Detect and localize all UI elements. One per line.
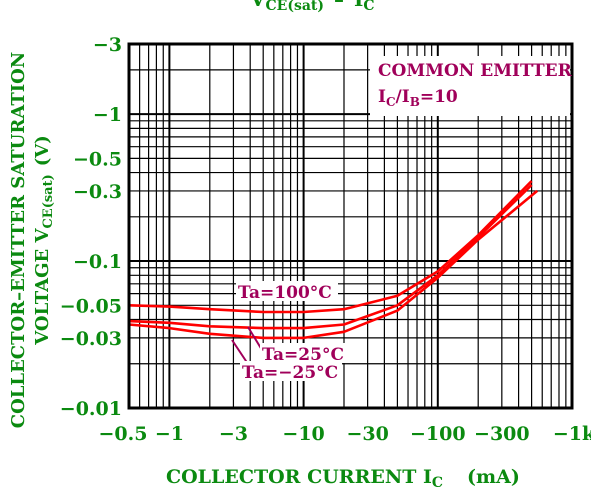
x-tick-label: −10 bbox=[282, 423, 324, 445]
x-tick-label: −30 bbox=[346, 423, 388, 445]
y-axis-label: COLLECTOR–EMITTER SATURATION VOLTAGE VCE… bbox=[8, 52, 56, 429]
x-tick-labels: −0.5 −1 −3 −10 −30 −100 −300 −1k bbox=[99, 423, 591, 445]
y-tick-label: −0.01 bbox=[60, 398, 122, 420]
y-axis-label-line2: VOLTAGE VCE(sat)(V) bbox=[32, 135, 56, 346]
series-label-bg bbox=[240, 361, 342, 381]
y-tick-label: −0.5 bbox=[73, 148, 122, 170]
x-tick-label: −1k bbox=[553, 423, 591, 445]
series-label-2: Ta=−25°C bbox=[242, 363, 338, 383]
y-tick-label: −1 bbox=[93, 104, 122, 126]
annotation-box bbox=[370, 56, 570, 116]
series-line-0 bbox=[128, 180, 533, 314]
x-axis-label: COLLECTOR CURRENT IC (mA) bbox=[166, 466, 520, 491]
series-line-2 bbox=[128, 189, 539, 340]
x-tick-label: −100 bbox=[410, 423, 466, 445]
y-tick-label: −0.1 bbox=[73, 251, 122, 273]
series-label-bg bbox=[260, 343, 350, 363]
y-tick-label: −0.05 bbox=[60, 295, 122, 317]
x-tick-label: −300 bbox=[474, 423, 530, 445]
y-axis-label-line1: COLLECTOR–EMITTER SATURATION bbox=[8, 52, 29, 429]
y-tick-label: −0.03 bbox=[60, 328, 122, 350]
series-label-0: Ta=100°C bbox=[238, 283, 332, 303]
series-labels: Ta=100°C Ta=25°CTa=−25°C bbox=[231, 281, 350, 383]
annotation-line1: COMMON EMITTER bbox=[378, 61, 573, 81]
y-tick-label: −3 bbox=[93, 34, 122, 56]
series-label-bg bbox=[236, 281, 338, 301]
series-label-1: Ta=25°C bbox=[262, 345, 344, 365]
x-tick-label: −0.5 bbox=[99, 423, 148, 445]
x-tick-label: −1 bbox=[155, 423, 184, 445]
chart-title: VCE(sat)–IC bbox=[249, 0, 375, 14]
x-tick-label: −3 bbox=[219, 423, 248, 445]
series-line-1 bbox=[128, 183, 533, 330]
plot-frame bbox=[127, 42, 574, 410]
curves bbox=[128, 180, 539, 340]
annotation-line2: IC/IB=10 bbox=[378, 87, 458, 109]
series-leader-1 bbox=[247, 326, 263, 351]
y-tick-labels: −3 −1 −0.5 −0.3 −0.1 −0.05 −0.03 −0.01 bbox=[60, 34, 122, 420]
y-tick-label: −0.3 bbox=[73, 181, 122, 203]
